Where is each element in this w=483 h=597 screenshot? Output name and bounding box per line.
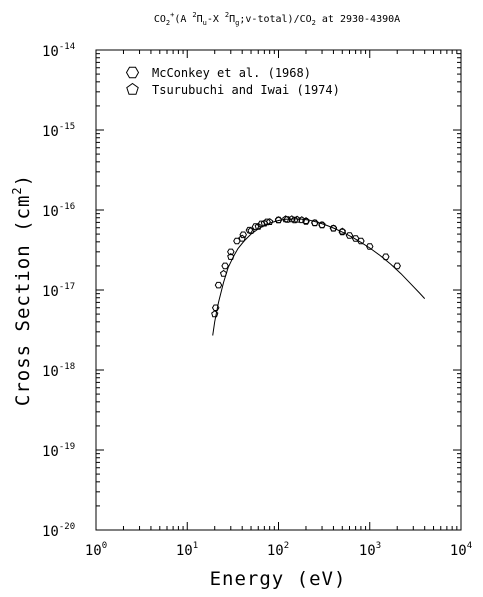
y-tick-label: 10-18 xyxy=(42,362,75,380)
y-tick-label: 10-15 xyxy=(42,122,75,140)
x-axis-label: Energy (eV) xyxy=(210,568,347,590)
x-tick-labels: 100 101 102 103 104 xyxy=(85,541,472,559)
pentagon-marker xyxy=(219,269,228,277)
legend-item-tsurubuchi: Tsurubuchi and Iwai (1974) xyxy=(126,82,340,97)
y-tick-label: 10-14 xyxy=(42,42,75,60)
y-axis-label: Cross Section (cm2) xyxy=(10,174,34,406)
pentagon-marker xyxy=(254,222,262,230)
x-tick-label: 100 xyxy=(85,541,107,559)
hexagon-marker xyxy=(214,281,223,289)
pentagon-marker xyxy=(238,234,246,242)
hexagon-marker xyxy=(221,262,229,270)
hexagon-marker xyxy=(211,304,220,311)
pentagon-marker xyxy=(274,216,283,224)
hexagon-marker xyxy=(366,243,374,250)
legend-hexagon-marker xyxy=(125,66,140,79)
x-tick-label: 104 xyxy=(450,541,472,559)
y-tick-label: 10-19 xyxy=(42,442,75,460)
legend-item-mcconkey: McConkey et al. (1968) xyxy=(125,66,311,80)
pentagon-marker xyxy=(282,215,290,223)
x-tick-label: 103 xyxy=(359,541,381,559)
hexagon-marker xyxy=(233,237,241,245)
hexagon-marker xyxy=(393,262,401,270)
legend: McConkey et al. (1968) Tsurubuchi and Iw… xyxy=(125,66,340,97)
hexagon-marker xyxy=(382,253,390,261)
x-tick-label: 102 xyxy=(267,541,289,559)
plot-frame xyxy=(95,49,462,531)
y-tick-label: 10-17 xyxy=(42,282,75,300)
pentagon-marker xyxy=(318,221,326,229)
pentagon-marker xyxy=(266,218,274,225)
axis-ticks xyxy=(95,50,461,531)
pentagon-marker xyxy=(227,252,235,260)
chart-title: CO2+(A 2Πu-X 2Πg;v-total)/CO2 at 2930-43… xyxy=(154,11,400,27)
legend-pentagon-marker xyxy=(126,82,139,95)
pentagon-marker xyxy=(211,310,219,318)
hexagon-marker xyxy=(357,237,365,245)
hexagon-marker xyxy=(351,235,360,242)
legend-label: McConkey et al. (1968) xyxy=(152,66,311,80)
y-tick-label: 10-16 xyxy=(42,202,75,220)
data-markers-group xyxy=(211,215,401,318)
y-tick-labels: 10-20 10-19 10-18 10-17 10-16 10-15 10-1… xyxy=(42,42,75,540)
pentagon-marker xyxy=(302,217,310,224)
y-tick-label: 10-20 xyxy=(42,522,75,540)
pentagon-marker xyxy=(311,219,319,226)
legend-label: Tsurubuchi and Iwai (1974) xyxy=(152,83,340,97)
x-tick-label: 101 xyxy=(176,541,198,559)
hexagon-marker xyxy=(283,216,292,223)
pentagon-marker xyxy=(329,224,338,232)
pentagon-marker xyxy=(338,227,346,235)
hexagon-marker xyxy=(345,232,354,239)
pentagon-marker xyxy=(247,226,255,234)
